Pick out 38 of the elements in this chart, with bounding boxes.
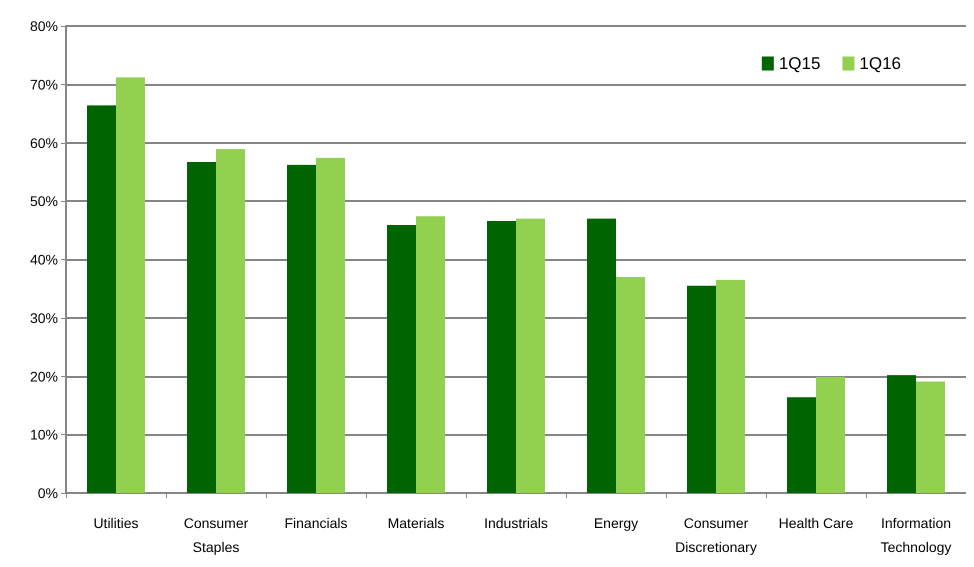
x-tick-label: Information Technology — [880, 515, 952, 555]
bar — [616, 277, 645, 493]
bar — [316, 158, 345, 493]
bar — [416, 216, 445, 493]
x-tick-label: Consumer Staples — [184, 515, 249, 555]
bar — [487, 220, 516, 493]
bar — [216, 149, 245, 493]
x-tick-label: Health Care — [778, 515, 854, 531]
x-tick-label: Industrials — [484, 515, 548, 531]
y-tick-label: 30% — [30, 310, 58, 326]
x-tick-label: Materials — [388, 515, 444, 531]
bar — [516, 218, 545, 493]
y-tick-label: 40% — [30, 252, 58, 268]
x-tick-label: Consumer Discretionary — [675, 515, 757, 555]
x-tick-label: Energy — [594, 515, 638, 531]
y-tick-label: 60% — [30, 134, 58, 151]
bar — [787, 397, 816, 493]
x-tick-label: Utilities — [93, 515, 139, 531]
bar — [387, 225, 416, 493]
y-tick-label: 10% — [30, 426, 58, 443]
y-tick-label: 0% — [38, 485, 58, 501]
legend-label: 1Q15 — [778, 54, 820, 73]
bar — [187, 162, 216, 493]
bar — [87, 105, 116, 493]
y-tick-label: 70% — [30, 76, 58, 92]
bar — [687, 286, 716, 493]
x-tick-label: Financials — [284, 515, 348, 531]
bar — [716, 280, 745, 493]
bar — [887, 375, 916, 493]
bar — [116, 77, 145, 493]
y-tick-label: 20% — [30, 368, 58, 384]
y-tick-label: 80% — [30, 18, 58, 34]
legend-label: 1Q16 — [859, 54, 902, 73]
bar — [587, 218, 616, 493]
bar — [916, 382, 945, 493]
y-tick-label: 50% — [30, 193, 58, 210]
bar — [816, 376, 845, 493]
bar — [287, 164, 316, 493]
